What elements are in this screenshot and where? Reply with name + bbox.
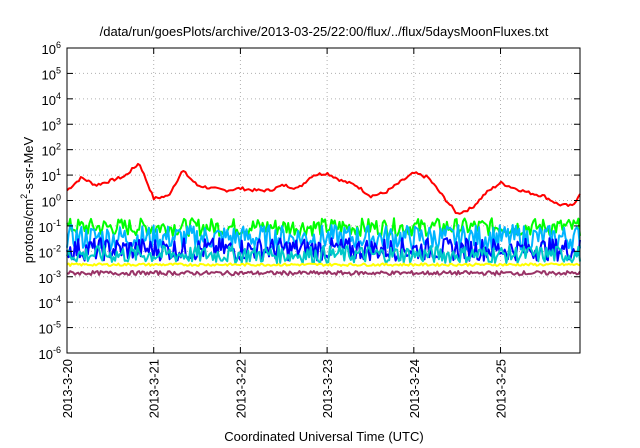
y-axis-label: protons/cm2-s-sr-MeV bbox=[19, 136, 36, 263]
y-tick-label: 102 bbox=[42, 142, 61, 159]
x-tick-label: 2013-3-22 bbox=[233, 359, 248, 418]
y-tick-label: 10-3 bbox=[39, 269, 61, 286]
x-tick-label: 2013-3-24 bbox=[407, 359, 422, 418]
chart-title: /data/run/goesPlots/archive/2013-03-25/2… bbox=[100, 24, 549, 39]
x-tick-label: 2013-3-25 bbox=[494, 359, 509, 418]
y-tick-label: 10-1 bbox=[39, 218, 61, 235]
x-tick-label: 2013-3-21 bbox=[147, 359, 162, 418]
series-line-5 bbox=[66, 244, 581, 265]
series-line-6 bbox=[66, 262, 581, 267]
x-axis: 2013-3-20 2013-3-21 2013-3-22 2013-3-23 2013… bbox=[60, 48, 509, 418]
plot-lines bbox=[66, 162, 581, 277]
y-tick-label: 10-6 bbox=[39, 345, 61, 362]
x-tick-label: 2013-3-23 bbox=[320, 359, 335, 418]
y-tick-label: 100 bbox=[42, 193, 61, 210]
y-tick-label: 105 bbox=[42, 65, 61, 82]
y-tick-label: 103 bbox=[42, 116, 61, 133]
series-line-7 bbox=[66, 270, 581, 277]
grid bbox=[67, 48, 580, 353]
y-tick-label: 10-5 bbox=[39, 320, 61, 337]
y-tick-label: 10-4 bbox=[39, 294, 61, 311]
y-tick-label: 101 bbox=[42, 167, 61, 184]
y-tick-label: 106 bbox=[42, 40, 61, 57]
y-tick-label: 104 bbox=[42, 91, 61, 108]
x-axis-label: Coordinated Universal Time (UTC) bbox=[224, 429, 423, 444]
x-tick-label: 2013-3-20 bbox=[60, 359, 75, 418]
y-axis: 10-6 10-5 10-4 10-3 10-2 10-1 100 101 102 103 104 1… bbox=[39, 40, 580, 362]
series-line-1 bbox=[66, 162, 581, 215]
y-tick-label: 10-2 bbox=[39, 243, 61, 260]
